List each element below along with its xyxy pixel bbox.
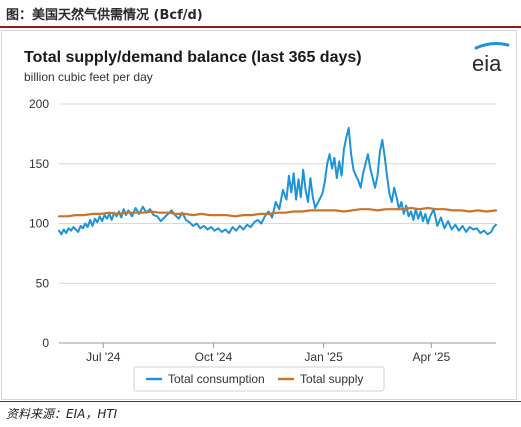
x-tick-label: Jul '24 (86, 350, 121, 364)
eia-logo: eia (472, 42, 510, 76)
x-tick-label: Oct '24 (195, 350, 233, 364)
source-rule (0, 401, 521, 402)
legend-label: Total consumption (168, 372, 265, 386)
eia-logo-swoosh (474, 42, 510, 50)
legend-label: Total supply (300, 372, 363, 386)
caption-rule (0, 26, 521, 28)
legend-box (133, 366, 385, 392)
series-line-total-supply (57, 206, 498, 218)
y-tick-label: 0 (42, 336, 49, 350)
supply-demand-chart: Total supply/demand balance (last 365 da… (24, 42, 510, 392)
y-tick-label: 100 (29, 217, 49, 231)
chart-subtitle: billion cubic feet per day (24, 70, 153, 84)
series-line-total-consumption (58, 126, 497, 236)
x-tick-label: Jan '25 (304, 350, 343, 364)
chart-panel: Total supply/demand balance (last 365 da… (1, 30, 517, 400)
y-tick-label: 200 (29, 97, 49, 111)
y-tick-label: 50 (36, 276, 50, 290)
source-note: 资料来源：EIA，HTI (6, 407, 118, 421)
eia-logo-text: eia (472, 51, 502, 76)
chart-title: Total supply/demand balance (last 365 da… (24, 49, 362, 66)
y-tick-label: 150 (29, 157, 49, 171)
x-tick-label: Apr '25 (413, 350, 451, 364)
figure-caption: 图：美国天然气供需情况 (Bcf/d) (6, 8, 203, 23)
